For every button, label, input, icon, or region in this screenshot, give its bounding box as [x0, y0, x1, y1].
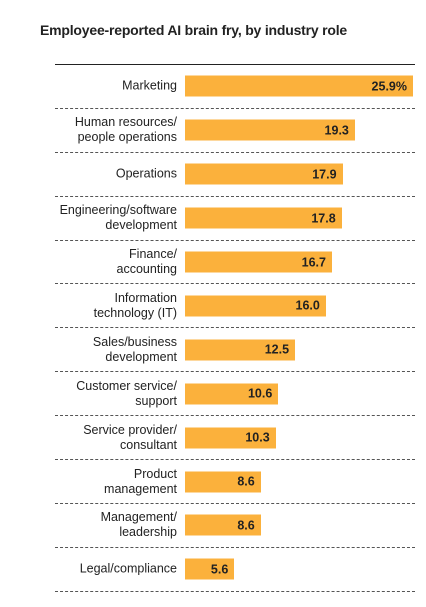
row: Product management 8.6: [55, 460, 415, 504]
bar: 25.9%: [185, 75, 413, 97]
bar: 17.9: [185, 163, 343, 185]
category-label: Sales/business development: [92, 334, 177, 364]
category-label: Service provider/ consultant: [83, 422, 177, 452]
row: Engineering/software development 17.8: [55, 197, 415, 241]
category-label: Operations: [115, 166, 177, 181]
row: Sales/business development 12.5: [55, 328, 415, 373]
bar: 16.0: [185, 295, 326, 317]
value-label: 16.0: [295, 298, 320, 313]
category-label: Customer service/ support: [76, 378, 177, 408]
row: Finance/ accounting 16.7: [55, 241, 415, 285]
value-label: 10.6: [247, 386, 273, 401]
bar: 10.6: [185, 383, 279, 405]
row: Operations 17.9: [55, 153, 415, 197]
value-label: 17.9: [312, 167, 337, 182]
bar: 8.6: [185, 514, 261, 536]
row: Service provider/ consultant 10.3: [55, 416, 415, 461]
row: Marketing 25.9%: [55, 65, 415, 109]
category-label: Human resources/ people operations: [74, 115, 177, 145]
value-label: 10.3: [245, 430, 270, 445]
row: Information technology (IT) 16.0: [55, 285, 415, 329]
category-label: Finance/ accounting: [116, 247, 177, 277]
chart-title: Employee-reported AI brain fry, by indus…: [40, 22, 348, 38]
top-rule: [55, 64, 415, 65]
category-label: Product management: [104, 466, 177, 496]
value-label: 8.6: [237, 518, 255, 533]
value-label: 5.6: [210, 562, 229, 577]
value-label: 19.3: [324, 123, 349, 138]
category-label: Management/ leadership: [100, 510, 177, 540]
bar: 5.6: [185, 558, 235, 580]
bar: 17.8: [185, 207, 342, 229]
category-label: Information technology (IT): [93, 290, 177, 320]
value-label: 25.9%: [371, 79, 407, 94]
value-label: 12.5: [264, 342, 290, 357]
bar: 19.3: [185, 119, 355, 141]
row: Human resources/ people operations 19.3: [55, 109, 415, 153]
row: Management/ leadership 8.6: [55, 504, 415, 548]
bar: 16.7: [185, 251, 332, 273]
category-label: Legal/compliance: [79, 561, 177, 576]
category-label: Engineering/software development: [59, 203, 177, 233]
bar: 10.3: [185, 427, 276, 449]
bar: 8.6: [185, 471, 261, 493]
value-label: 17.8: [311, 211, 336, 226]
value-label: 8.6: [237, 474, 255, 489]
row: Customer service/ support 10.6: [55, 372, 415, 417]
category-label: Marketing: [122, 78, 177, 93]
row: Legal/compliance 5.6: [55, 548, 415, 592]
value-label: 16.7: [301, 255, 326, 270]
bar: 12.5: [185, 339, 296, 361]
